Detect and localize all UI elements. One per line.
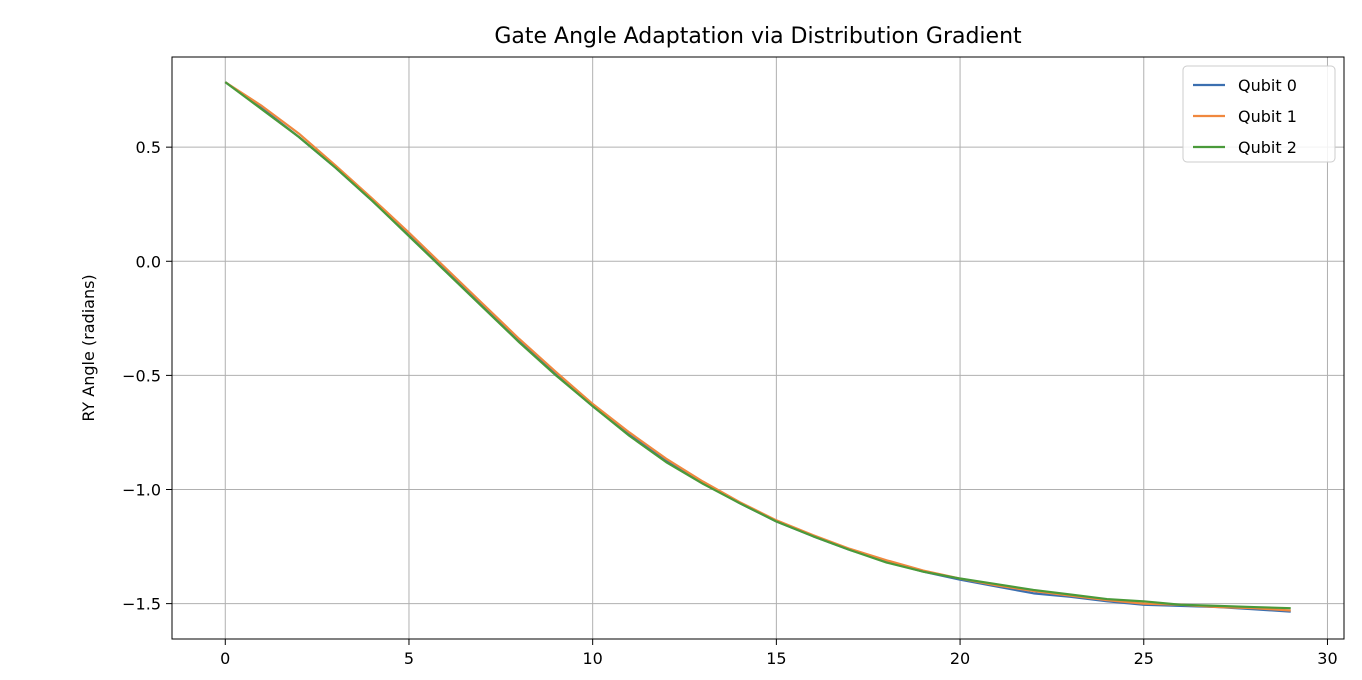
x-tick-label: 25 — [1134, 649, 1154, 668]
y-tick-label: −0.5 — [122, 366, 161, 385]
legend-label-qubit-0: Qubit 0 — [1238, 76, 1297, 95]
series-group — [224, 81, 1291, 613]
x-tick-label: 0 — [220, 649, 230, 668]
chart-title: Gate Angle Adaptation via Distribution G… — [494, 24, 1022, 49]
y-tick-label: −1.0 — [122, 481, 161, 500]
y-tick-label: 0.0 — [136, 252, 161, 271]
legend-label-qubit-1: Qubit 1 — [1238, 107, 1297, 126]
x-tick-label: 30 — [1317, 649, 1337, 668]
y-tick-label: 0.5 — [136, 138, 161, 157]
legend: Qubit 0 Qubit 1 Qubit 2 — [1182, 65, 1336, 163]
series-line-qubit-2 — [224, 81, 1291, 610]
x-tick-label: 5 — [404, 649, 414, 668]
plot-frame — [171, 56, 1345, 640]
legend-box — [1182, 65, 1336, 163]
ticks: 0 5 10 15 20 25 30 0.5 0.0 −0.5 −1.0 −1.5 — [122, 138, 1338, 668]
y-axis-label: RY Angle (radians) — [79, 274, 98, 421]
legend-label-qubit-2: Qubit 2 — [1238, 138, 1297, 157]
grid — [172, 57, 1344, 639]
x-tick-label: 15 — [766, 649, 786, 668]
x-tick-label: 20 — [950, 649, 970, 668]
y-tick-label: −1.5 — [122, 595, 161, 614]
x-tick-label: 10 — [582, 649, 602, 668]
